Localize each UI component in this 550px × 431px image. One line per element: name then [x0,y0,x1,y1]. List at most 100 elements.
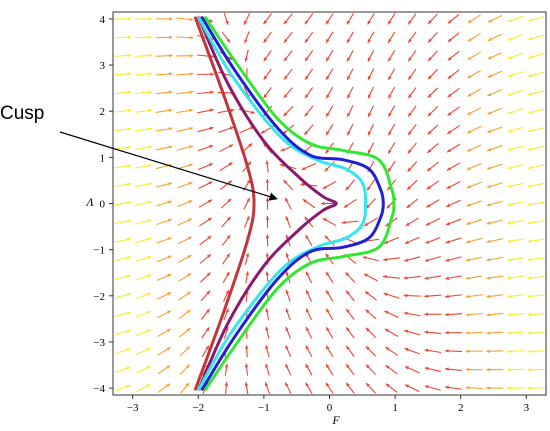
field-arrow [507,145,524,152]
trajectory-curve-1 [193,16,256,391]
field-arrow [135,163,152,169]
field-arrow [486,182,503,189]
field-arrow [224,382,229,395]
field-arrow [285,308,291,321]
field-arrow [345,382,355,394]
field-arrow [346,105,354,118]
field-arrow [134,35,153,39]
field-arrow [466,219,483,225]
field-arrow [487,15,503,23]
field-arrow [486,256,504,262]
field-arrow [114,127,132,132]
field-arrow [324,235,335,246]
field-arrow [527,164,545,170]
field-arrow [114,35,132,39]
x-axis-label: F [331,413,340,427]
field-arrow [284,382,292,394]
field-arrow [384,328,399,338]
field-arrow [387,31,396,44]
field-arrow [156,218,173,226]
field-arrow [135,108,152,113]
field-arrow [465,312,483,317]
field-arrow [135,200,152,206]
y-tick-label: 0 [100,199,106,211]
field-arrow [506,386,525,390]
field-arrow [341,220,359,225]
field-arrow [364,217,378,227]
field-arrow [445,294,462,299]
field-arrow [404,236,420,245]
x-tick-label: −2 [192,402,204,414]
field-arrow [135,292,152,299]
field-arrow [486,312,504,317]
field-arrow [198,217,213,227]
field-arrow [527,182,545,188]
field-arrow [467,51,481,61]
field-arrow [345,308,355,320]
field-arrow [176,72,194,76]
field-arrow [466,144,482,152]
field-arrow [466,200,482,207]
field-arrow [177,254,192,264]
field-arrow [114,292,131,299]
field-arrow [385,364,398,375]
field-arrow [507,108,524,115]
field-arrow [346,13,354,25]
field-arrow [263,68,272,80]
field-arrow [527,201,545,207]
field-arrow [264,382,271,395]
field-arrow [387,123,396,136]
field-arrow [176,126,194,132]
x-tick-label: −1 [258,402,270,414]
field-arrow [265,271,269,284]
field-arrow [528,16,545,22]
field-arrow [447,125,460,135]
trajectory-curves [193,15,396,392]
field-arrow [365,382,376,394]
field-arrow [387,86,396,99]
field-arrow [176,90,194,95]
field-arrow [263,50,272,62]
field-arrow [265,308,270,321]
y-axis-label: Λ [85,195,94,209]
field-arrow [425,237,441,244]
field-arrow [467,32,481,42]
field-arrow [507,163,524,170]
field-arrow [135,329,152,337]
y-tick-label: −4 [93,383,105,395]
field-arrow [383,257,400,262]
field-arrow [245,271,249,284]
field-arrow [506,331,525,335]
field-arrow [447,13,460,24]
field-arrow [447,32,460,43]
field-arrow [487,33,503,42]
field-arrow [324,161,335,172]
field-arrow [383,292,400,299]
field-arrow [134,53,153,58]
y-tick-label: 2 [100,106,106,118]
field-arrow [424,256,441,262]
field-arrow [345,345,355,357]
field-arrow [486,331,504,335]
field-arrow [177,236,193,245]
field-arrow [221,216,232,228]
field-arrow [197,108,214,114]
field-arrow [114,90,132,95]
field-arrow [115,366,131,373]
field-arrow [424,330,442,335]
field-arrow [527,108,545,115]
field-arrow [134,17,153,21]
field-arrow [362,256,380,262]
field-arrow [507,294,524,299]
field-arrow [157,383,171,393]
field-arrow [325,271,334,284]
field-arrow [445,237,462,244]
field-arrow [284,197,292,210]
field-arrow [507,52,524,60]
field-arrow [283,13,293,25]
field-arrow [528,34,545,41]
field-arrow [346,31,354,44]
field-arrow [527,275,545,280]
field-arrow [220,180,233,190]
field-arrow [114,256,132,262]
